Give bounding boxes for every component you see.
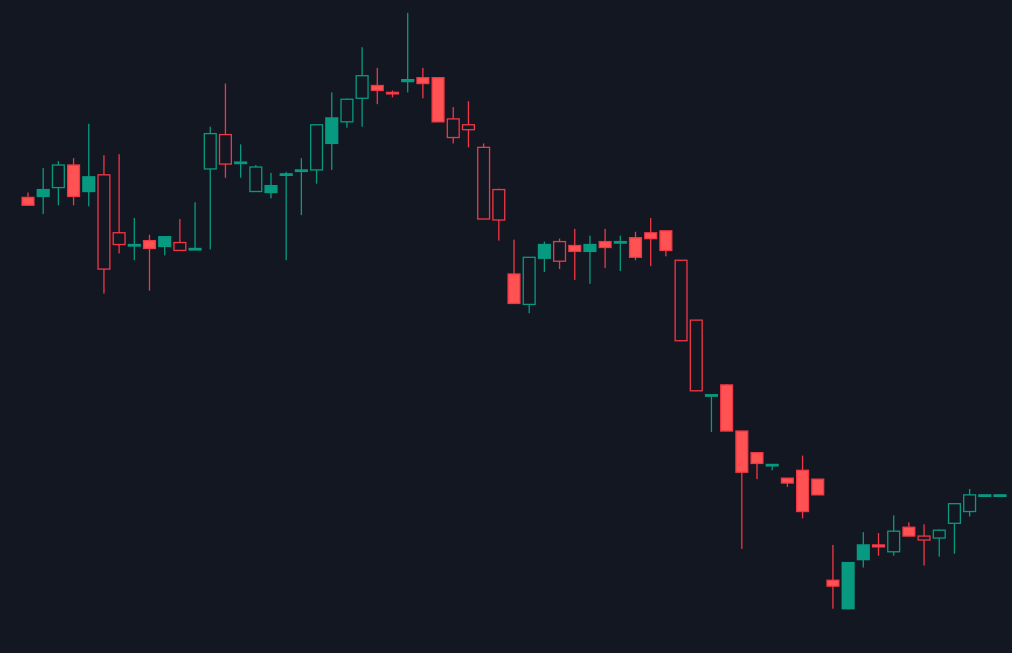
candle-body — [598, 240, 612, 249]
candle-body — [841, 561, 855, 610]
candle-body — [993, 494, 1007, 497]
candle-body — [112, 232, 126, 246]
candle-body — [780, 477, 794, 484]
candle-body — [66, 164, 81, 198]
candle-body — [309, 124, 324, 171]
candle-body — [613, 240, 627, 244]
candle-body — [795, 469, 810, 513]
candle-body — [644, 232, 658, 240]
candle-body — [325, 117, 339, 145]
candle-body — [811, 478, 825, 496]
candle-body — [127, 243, 141, 247]
candle-body — [294, 169, 308, 173]
candle-body — [826, 579, 840, 587]
candle-body — [750, 451, 764, 465]
candle-body — [51, 164, 65, 189]
candle-body — [97, 174, 111, 270]
candle-body — [674, 259, 688, 342]
candle-body — [720, 384, 734, 432]
candle-body — [264, 184, 278, 194]
candles-group — [21, 12, 1007, 610]
candle-body — [203, 132, 217, 170]
candle-body — [477, 146, 491, 220]
candle-body — [401, 78, 415, 83]
candle-body — [583, 243, 597, 253]
candle-body — [431, 77, 445, 123]
candle-body — [249, 166, 263, 193]
candle-body — [932, 529, 946, 539]
candle-body — [887, 530, 901, 553]
candle-body — [21, 196, 35, 206]
candle-body — [856, 544, 870, 561]
candle-body — [963, 494, 977, 513]
candle-body — [279, 173, 293, 177]
candle-body — [871, 544, 886, 548]
candle-body — [659, 230, 673, 252]
candle-body — [416, 77, 430, 85]
candle-body — [234, 161, 248, 165]
candle-body — [355, 75, 369, 99]
candle-body — [568, 244, 582, 253]
candle-body — [461, 124, 476, 131]
candle-body — [552, 240, 567, 262]
candle-body — [537, 243, 551, 259]
candle-body — [385, 91, 400, 95]
candle-body — [142, 239, 157, 250]
candle-body — [82, 176, 96, 193]
candle-body — [492, 188, 506, 221]
candle-body — [704, 394, 719, 397]
candle-body — [735, 430, 749, 473]
candle-body — [978, 494, 992, 497]
candle-body — [522, 256, 536, 306]
candle-body — [158, 236, 172, 248]
candle-body — [689, 319, 703, 392]
candle-body — [947, 503, 962, 524]
candle-body — [173, 241, 187, 252]
candle-body — [218, 133, 233, 165]
candle-body — [370, 84, 384, 92]
candle-body — [917, 535, 931, 541]
candle-body — [628, 237, 643, 258]
candle-body — [36, 188, 50, 198]
candle-body — [446, 118, 460, 139]
candle-body — [340, 98, 354, 123]
candle-body — [765, 463, 779, 467]
candle-body — [188, 247, 202, 251]
candle-body — [507, 273, 521, 305]
candle-body — [902, 526, 916, 537]
